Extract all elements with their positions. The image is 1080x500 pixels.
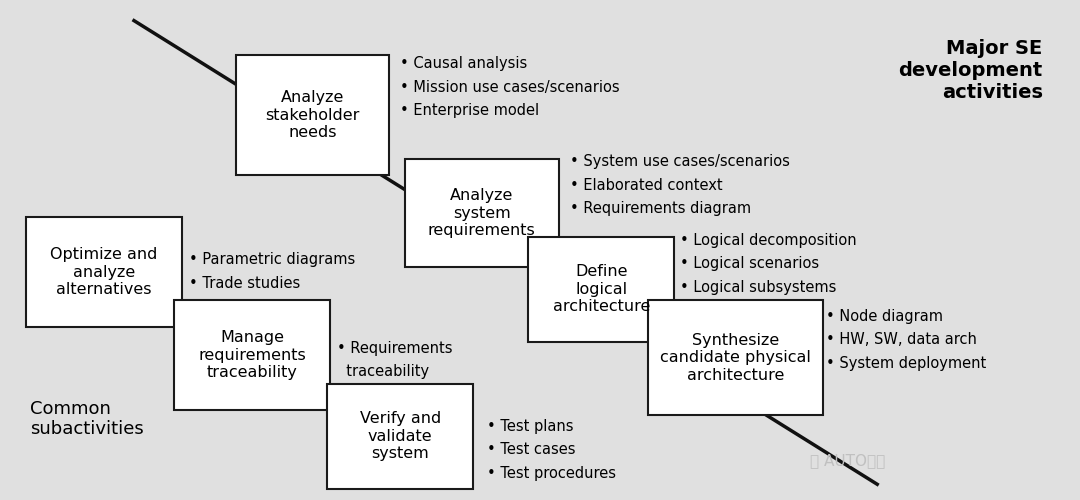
FancyBboxPatch shape [327, 384, 473, 489]
FancyBboxPatch shape [174, 300, 330, 410]
Text: Define
logical
architecture: Define logical architecture [553, 264, 650, 314]
Text: 💬 AUTO世代: 💬 AUTO世代 [810, 453, 886, 468]
FancyBboxPatch shape [405, 160, 558, 267]
Text: Major SE
development
activities: Major SE development activities [899, 40, 1043, 102]
FancyBboxPatch shape [26, 217, 183, 327]
Text: • Test plans
• Test cases
• Test procedures: • Test plans • Test cases • Test procedu… [487, 419, 616, 481]
Text: Analyze
system
requirements: Analyze system requirements [428, 188, 536, 238]
Text: • Parametric diagrams
• Trade studies: • Parametric diagrams • Trade studies [189, 252, 355, 291]
FancyBboxPatch shape [235, 55, 389, 176]
Text: • Causal analysis
• Mission use cases/scenarios
• Enterprise model: • Causal analysis • Mission use cases/sc… [401, 56, 620, 118]
Text: Optimize and
analyze
alternatives: Optimize and analyze alternatives [51, 247, 158, 297]
Text: • Node diagram
• HW, SW, data arch
• System deployment: • Node diagram • HW, SW, data arch • Sys… [826, 309, 986, 370]
FancyBboxPatch shape [648, 300, 823, 416]
Text: Common
subactivities: Common subactivities [30, 400, 144, 438]
Text: Synthesize
candidate physical
architecture: Synthesize candidate physical architectu… [660, 333, 811, 382]
Text: • Requirements
  traceability: • Requirements traceability [337, 340, 453, 379]
Text: • System use cases/scenarios
• Elaborated context
• Requirements diagram: • System use cases/scenarios • Elaborate… [569, 154, 789, 216]
Text: • Logical decomposition
• Logical scenarios
• Logical subsystems: • Logical decomposition • Logical scenar… [679, 233, 856, 294]
Text: Analyze
stakeholder
needs: Analyze stakeholder needs [266, 90, 360, 140]
FancyBboxPatch shape [528, 236, 674, 342]
Text: Manage
requirements
traceability: Manage requirements traceability [199, 330, 306, 380]
Text: Verify and
validate
system: Verify and validate system [360, 412, 441, 461]
